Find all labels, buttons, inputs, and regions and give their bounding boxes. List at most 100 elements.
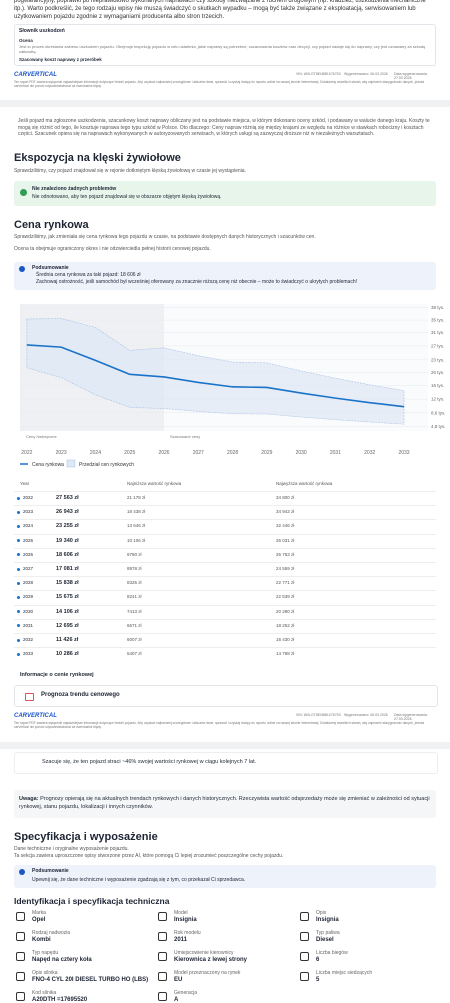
spec-value: Napęd na cztery koła bbox=[32, 957, 92, 963]
table-cell: 2029 bbox=[23, 594, 34, 600]
table-cell: 22 771 zł bbox=[276, 580, 295, 586]
x-tick-label: 2032 bbox=[364, 450, 375, 456]
table-cell: 32 446 zł bbox=[276, 523, 295, 529]
y-tick-label: 35 tys. bbox=[431, 318, 444, 323]
row-line bbox=[14, 618, 436, 620]
dot bbox=[17, 510, 20, 514]
box-title: Podsumowanie bbox=[32, 265, 69, 271]
x-tick-label: 2033 bbox=[398, 450, 409, 456]
date: Data wygenerowania: 27.03.2026 bbox=[394, 72, 428, 80]
table-cell: 2025 bbox=[23, 537, 34, 543]
row-line bbox=[14, 604, 436, 606]
x-tick-label: 2028 bbox=[227, 450, 238, 456]
spec-value: Opel bbox=[32, 917, 46, 923]
row-line bbox=[14, 533, 436, 535]
table-cell: 2031 bbox=[23, 622, 34, 628]
y-tick-label: 23 tys. bbox=[431, 357, 444, 362]
info-item-text: Prognoza trendu cenowego bbox=[41, 692, 120, 698]
table-cell: 26 753 zł bbox=[276, 551, 295, 557]
vin: VIN: W0LGT8EN8B1076753 bbox=[296, 713, 341, 717]
spec-value: EU bbox=[174, 977, 183, 983]
table-cell: 6671 zł bbox=[127, 622, 142, 628]
row-line bbox=[14, 633, 436, 634]
x-tick-label: 2025 bbox=[124, 450, 135, 456]
table-cell: 20 280 zł bbox=[276, 608, 295, 614]
y-tick-label: 38 tys. bbox=[431, 305, 444, 310]
glossary: Słownik uszkodzeń Ocena Jest to proces o… bbox=[14, 24, 436, 66]
y-tick-label: 12 tys. bbox=[431, 397, 444, 402]
date: Data wygenerowania: 27.03.2026 bbox=[394, 713, 428, 721]
x-tick-label: 2029 bbox=[261, 450, 272, 456]
dot bbox=[17, 553, 20, 557]
spec-label: Umiejscowienie kierownicy bbox=[174, 950, 234, 956]
spec-icon bbox=[158, 952, 167, 961]
generated: Wygenerowano: 06.03.2026 bbox=[344, 713, 388, 717]
table-cell: 26 031 zł bbox=[276, 537, 295, 543]
row-line bbox=[14, 505, 436, 507]
row-line bbox=[14, 576, 436, 578]
success-box: Nie znaleziono żadnych problemów Nie odn… bbox=[14, 181, 436, 206]
table-cell: 17 081 zł bbox=[56, 566, 79, 572]
spec-icon bbox=[16, 932, 25, 941]
dot bbox=[17, 652, 20, 656]
forecast-text: Szacuje się, że ten pojazd straci ~46% s… bbox=[42, 759, 257, 765]
table-cell: 10 106 zł bbox=[127, 537, 146, 543]
legend-swatch bbox=[66, 459, 76, 468]
dot bbox=[17, 610, 20, 614]
spec-value: Kombi bbox=[32, 937, 51, 943]
heading: Ekspozycja na klęski żywiołowe bbox=[14, 152, 181, 164]
table-cell: 14 106 zł bbox=[56, 608, 79, 615]
forecast-box: Szacuje się, że ten pojazd straci ~46% s… bbox=[14, 752, 438, 774]
table-cell: 14 788 zł bbox=[276, 651, 295, 657]
generated: Wygenerowano: 06.03.2026 bbox=[344, 72, 388, 76]
info-title: Informacje o cenie rynkowej bbox=[20, 672, 94, 678]
intro: pogwarancyjny, poprawki po nieprawidłowo… bbox=[14, 0, 426, 20]
row-line bbox=[14, 590, 436, 592]
table-cell: 2028 bbox=[23, 580, 34, 586]
spec-value: 2011 bbox=[174, 937, 188, 943]
warning-text: Prognozy opierają się na aktualnych tren… bbox=[19, 796, 430, 810]
table-cell: 8241 zł bbox=[127, 594, 142, 600]
icon bbox=[20, 189, 27, 196]
logo: CARVERTICAL bbox=[14, 713, 57, 719]
spec-label: Opis bbox=[316, 910, 327, 916]
table-cell: 15 838 zł bbox=[56, 580, 79, 587]
glossary-term: Szacowany koszt naprawy z przeróbek bbox=[19, 57, 102, 62]
subtext: Sprawdziliśmy, jak zmieniała się cena ry… bbox=[14, 234, 316, 240]
table-cell: 21 178 zł bbox=[127, 495, 146, 500]
dot bbox=[17, 581, 20, 585]
row-line bbox=[14, 491, 436, 492]
table-cell: 7413 zł bbox=[127, 608, 142, 614]
spec-value: 5 bbox=[316, 977, 320, 983]
table-header: Najniższa wartość rynkowa bbox=[127, 481, 182, 486]
heading: Specyfikacja i wyposażenie bbox=[14, 831, 158, 843]
subtext: Sprawdziliśmy, czy pojazd znajdował się … bbox=[14, 168, 246, 174]
table-cell: 2024 bbox=[23, 523, 34, 529]
table-cell: 27 563 zł bbox=[56, 495, 79, 501]
y-tick-label: 4,8 tys. bbox=[431, 424, 446, 429]
box-title: Podsumowanie bbox=[32, 868, 69, 874]
table-cell: 2032 bbox=[23, 637, 34, 642]
icon bbox=[19, 266, 25, 272]
spec-value: FNO-4 CYL 20I DIESEL TURBO HO (LBS) bbox=[32, 977, 149, 983]
row-line bbox=[14, 519, 436, 521]
x-tick-label: 2031 bbox=[330, 450, 341, 456]
price-line bbox=[26, 344, 405, 408]
box-text: Nie odnotowano, aby ten pojazd znajdował… bbox=[32, 194, 222, 200]
spec-label: Liczba miejsc siedzących bbox=[316, 970, 373, 976]
spec-label: Marka bbox=[32, 910, 46, 916]
footer-text: Ten raport PDF zawiera wyłącznie najważn… bbox=[14, 721, 425, 729]
icon bbox=[25, 693, 34, 701]
price-range bbox=[26, 318, 405, 425]
summary-box: Podsumowanie Średnia cena rynkowa za tak… bbox=[14, 262, 436, 290]
table-cell: 8326 zł bbox=[127, 580, 142, 586]
subtext: Dane techniczne i oryginalne wyposażenie… bbox=[14, 846, 129, 852]
spec-value: 6 bbox=[316, 957, 320, 963]
warning-label: Uwaga: bbox=[19, 796, 39, 802]
table-cell: 22 539 zł bbox=[276, 594, 295, 600]
table-cell: 13 646 zł bbox=[127, 523, 146, 529]
spec-icon bbox=[16, 972, 25, 981]
spec-icon bbox=[16, 952, 25, 961]
table-cell: 8978 zł bbox=[127, 566, 142, 571]
